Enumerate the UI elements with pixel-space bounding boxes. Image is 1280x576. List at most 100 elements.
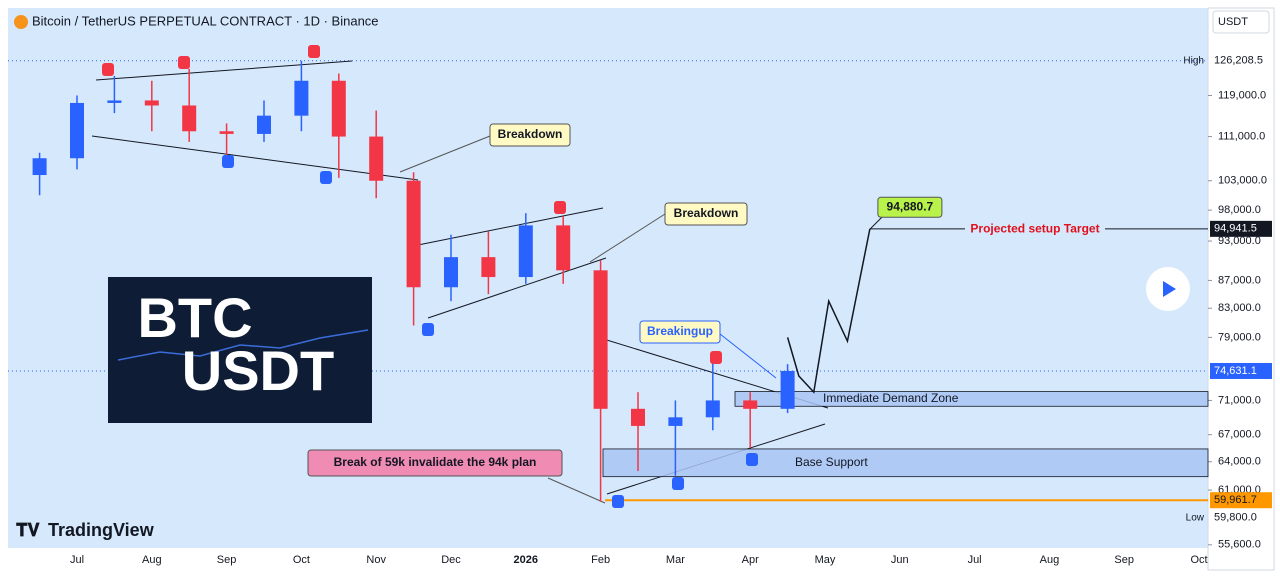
target-text: Projected setup Target <box>970 221 1099 235</box>
price-label: 59,800.0 <box>1214 512 1257 524</box>
thumbs-up-icon <box>320 171 332 184</box>
candle-body <box>182 105 197 132</box>
x-tick-label: Jul <box>968 554 982 566</box>
thumbs-down-icon <box>178 56 190 69</box>
x-tick-label: Oct <box>293 554 310 566</box>
x-tick-label: 2026 <box>514 554 538 566</box>
callout-line <box>399 135 491 173</box>
annotation-box <box>489 123 571 147</box>
x-tick-label: Dec <box>441 554 461 566</box>
candle-body <box>631 408 645 426</box>
candle-body <box>481 257 496 278</box>
projection-path <box>786 228 871 394</box>
x-tick-label: Jul <box>70 554 84 566</box>
x-tick-label: Sep <box>217 554 237 566</box>
annotation-box <box>664 202 748 226</box>
candle-body <box>257 115 271 134</box>
brand-mark: 𝐓𝐕 <box>16 520 41 540</box>
candle-body <box>556 225 571 271</box>
zone-label: Base Support <box>795 455 868 469</box>
candle-body <box>294 80 309 116</box>
price-badge <box>1210 52 1272 69</box>
candle-body <box>144 100 159 106</box>
thumbs-up-icon <box>746 453 758 466</box>
y-tick-label: 98,000.0 <box>1218 204 1261 216</box>
price-badge <box>1210 492 1272 509</box>
price-badge <box>1210 509 1272 526</box>
logo-line <box>117 329 369 361</box>
thumbs-up-icon <box>222 155 234 168</box>
price-badge <box>1210 220 1272 237</box>
thumbs-up-icon <box>672 477 684 490</box>
thumbs-up-icon <box>422 323 434 336</box>
candle-body <box>219 131 234 134</box>
zone-layer <box>602 391 1209 478</box>
price-badge <box>1210 362 1272 379</box>
y-tick-label: 79,000.0 <box>1218 331 1261 343</box>
trendline <box>91 135 419 181</box>
price-label: 126,208.5 <box>1214 55 1263 67</box>
price-tag: Low <box>1186 512 1205 523</box>
x-tick-label: Aug <box>142 554 162 566</box>
play-icon <box>1163 281 1176 297</box>
x-tick-label: May <box>815 554 836 566</box>
price-label: 74,631.1 <box>1214 365 1257 377</box>
annotation: Break of 59k invalidate the 94k plan <box>334 455 537 469</box>
annotation-box <box>639 320 721 344</box>
y-tick-label: 67,000.0 <box>1218 429 1261 441</box>
y-tick-label: 71,000.0 <box>1218 394 1261 406</box>
logo-box <box>108 277 372 423</box>
y-tick-label: 55,600.0 <box>1218 539 1261 551</box>
candle-body <box>331 80 346 137</box>
y-tick-label: 119,000.0 <box>1218 89 1266 101</box>
candle-body <box>743 400 758 409</box>
currency-button[interactable] <box>1212 10 1270 34</box>
y-tick-label: 111,000.0 <box>1218 130 1265 142</box>
thumbs-down-icon <box>308 45 320 58</box>
x-tick-label: Jun <box>891 554 909 566</box>
x-tick-label: Sep <box>1114 554 1134 566</box>
callout-line <box>547 477 606 504</box>
price-label: 94,941.5 <box>1214 223 1257 235</box>
logo-text: BTC <box>137 286 252 349</box>
candle-layer <box>32 60 871 502</box>
zone <box>734 391 1209 407</box>
annotation-box <box>307 449 563 477</box>
x-tick-label: Mar <box>666 554 685 566</box>
logo-text: USDT <box>182 339 334 402</box>
trendline <box>407 207 604 248</box>
x-tick-label: Aug <box>1040 554 1060 566</box>
coin-icon <box>14 15 28 29</box>
x-tick-label: Feb <box>591 554 610 566</box>
candle-body <box>593 270 608 409</box>
trendline <box>427 257 607 319</box>
trendline <box>95 60 353 81</box>
target-badge <box>877 196 943 218</box>
x-tick-label: Nov <box>366 554 386 566</box>
price-label: 59,961.7 <box>1214 494 1257 506</box>
candle-body <box>780 370 795 409</box>
zone-label: Immediate Demand Zone <box>823 391 959 405</box>
candle-body <box>369 136 384 181</box>
y-tick-label: 103,000.0 <box>1218 175 1267 187</box>
price-tag: High <box>1183 55 1204 66</box>
y-tick-label: 64,000.0 <box>1218 456 1261 468</box>
y-tick-label: 83,000.0 <box>1218 302 1261 314</box>
thumbs-down-icon <box>710 351 722 364</box>
y-tick-label: 87,000.0 <box>1218 274 1261 286</box>
thumbs-down-icon <box>554 201 566 214</box>
candle-body <box>107 100 122 103</box>
callout-line <box>719 333 777 379</box>
candle-body <box>705 400 720 418</box>
annotation: Breakdown <box>498 127 563 141</box>
annotation: Breakingup <box>647 324 713 338</box>
candle-body <box>70 102 84 159</box>
zone <box>602 448 1209 478</box>
candle-body <box>518 225 533 278</box>
y-tick-label: 93,000.0 <box>1218 235 1261 247</box>
brand: TradingView <box>48 520 155 540</box>
thumbs-up-icon <box>612 495 624 508</box>
y-axis-panel <box>1207 7 1275 571</box>
